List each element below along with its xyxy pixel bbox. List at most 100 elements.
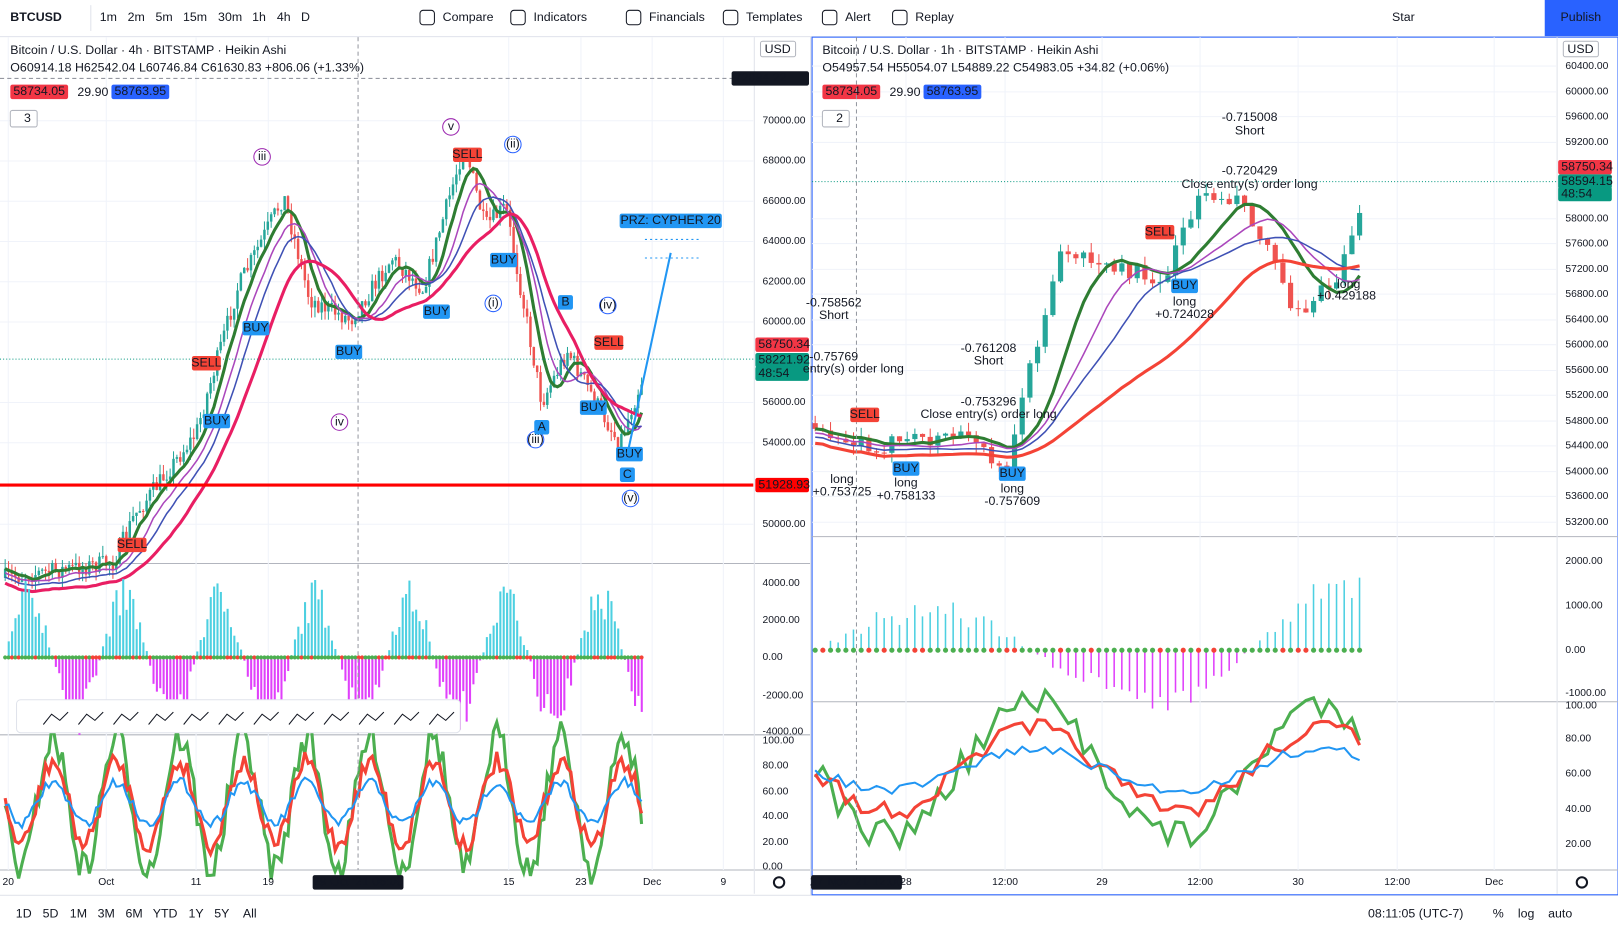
indicators-count[interactable]: 3 [24, 111, 31, 125]
candle [586, 374, 589, 385]
range-button[interactable]: 1M [70, 907, 87, 921]
annotation: entry(s) order long [803, 362, 904, 376]
signal-dot [97, 655, 102, 660]
interval-button[interactable]: 15m [183, 10, 207, 24]
annotation: long [894, 475, 918, 489]
percent-toggle[interactable]: % [1493, 907, 1504, 921]
histogram-bar [135, 629, 138, 658]
histogram-bar [226, 608, 229, 658]
toolbar-button[interactable]: Indicators [533, 10, 587, 24]
signal-dot [471, 655, 476, 660]
range-button[interactable]: 3M [98, 907, 115, 921]
drawing-tool[interactable] [288, 711, 315, 725]
range-button[interactable]: 6M [126, 907, 143, 921]
interval-button[interactable]: 4h [277, 10, 291, 24]
histogram-bar [445, 657, 448, 699]
signal-dot [235, 655, 240, 660]
candle [593, 391, 596, 406]
histogram-bar [553, 657, 556, 716]
signal-dot [501, 655, 506, 660]
drawing-tool[interactable] [78, 711, 104, 725]
currency[interactable]: USD [765, 42, 791, 56]
range-button[interactable]: 1D [16, 907, 32, 921]
currency-box[interactable] [759, 40, 797, 58]
candle [451, 184, 455, 196]
drawing-tool[interactable] [113, 711, 139, 725]
range-button[interactable]: All [243, 907, 257, 921]
symbol[interactable]: BTCUSD [10, 10, 62, 24]
auto-toggle[interactable]: auto [1548, 907, 1572, 921]
signal-dot [919, 647, 926, 653]
wave-circle [253, 148, 271, 166]
toolbar-button[interactable]: Financials [649, 10, 705, 24]
signal-dot [77, 655, 82, 660]
histogram-bar [559, 657, 562, 716]
signal-dot [168, 655, 173, 660]
currency[interactable]: USD [1567, 42, 1593, 56]
range-button[interactable]: 5Y [214, 907, 229, 921]
indicators-toggle[interactable] [821, 109, 850, 128]
candle [377, 270, 381, 289]
histogram-bar [960, 618, 962, 651]
candle [350, 320, 354, 325]
moving-average [815, 258, 1360, 459]
signal-dot [407, 655, 412, 660]
osc-label: 0.00 [1565, 645, 1585, 656]
toolbar-button[interactable]: Replay [915, 10, 954, 24]
interval-button[interactable]: 1h [252, 10, 266, 24]
drawing-tool[interactable] [183, 711, 209, 725]
signal-dot [90, 655, 95, 660]
signal-dot [420, 655, 425, 660]
interval-button[interactable]: D [301, 10, 310, 24]
range-button[interactable]: 5D [43, 907, 59, 921]
indicators-toggle[interactable] [9, 109, 38, 128]
signal-dot [390, 655, 395, 660]
candle [64, 566, 68, 570]
interval-button[interactable]: 5m [155, 10, 172, 24]
range-button[interactable]: YTD [153, 907, 178, 921]
histogram-bar [596, 594, 600, 658]
candle [827, 430, 834, 439]
candle [232, 308, 236, 320]
settings-icon[interactable] [772, 876, 786, 889]
layout-name[interactable]: Star [1392, 10, 1415, 24]
sell-signal-box [594, 335, 624, 350]
candle [881, 452, 887, 454]
interval-button[interactable]: 1m [100, 10, 117, 24]
toolbar-button[interactable]: Templates [746, 10, 802, 24]
interval-button[interactable]: 2m [128, 10, 145, 24]
drawing-tool[interactable] [393, 711, 420, 725]
candle [1073, 254, 1079, 259]
log-toggle[interactable]: log [1518, 907, 1535, 921]
drawing-tool[interactable] [218, 711, 244, 725]
annotation: Close entry(s) order long [1182, 177, 1318, 191]
candle [448, 195, 451, 200]
annotation: -0.758562 [806, 296, 862, 310]
osc-label: 80.00 [763, 760, 789, 771]
interval-button[interactable]: 30m [218, 10, 242, 24]
drawing-tool[interactable] [428, 711, 455, 725]
signal-dot [1165, 647, 1171, 653]
annotation: Close entry(s) order long [920, 407, 1056, 421]
drawing-tool[interactable] [358, 711, 385, 725]
bottom-toolbar [0, 895, 1618, 934]
settings-icon[interactable] [1575, 876, 1589, 889]
histogram-bar [145, 651, 148, 658]
sell-signal: SELL [1145, 224, 1175, 238]
indicators-count[interactable]: 2 [836, 111, 843, 125]
publish-label[interactable]: Publish [1561, 10, 1602, 24]
drawing-tool[interactable] [42, 711, 69, 725]
drawing-tool[interactable] [253, 711, 279, 725]
toolbar-button[interactable]: Alert [845, 10, 871, 24]
histogram-bar [280, 657, 283, 703]
drawing-tool[interactable] [323, 711, 350, 725]
histogram-bar [556, 657, 559, 719]
publish-button[interactable] [1544, 0, 1618, 37]
signal-dot [866, 647, 872, 653]
currency-box[interactable] [1562, 40, 1599, 58]
toolbar-button[interactable]: Compare [443, 10, 494, 24]
histogram-bar [1266, 632, 1269, 651]
range-button[interactable]: 1Y [188, 907, 203, 921]
drawing-tool[interactable] [148, 711, 174, 725]
candle [919, 433, 926, 437]
